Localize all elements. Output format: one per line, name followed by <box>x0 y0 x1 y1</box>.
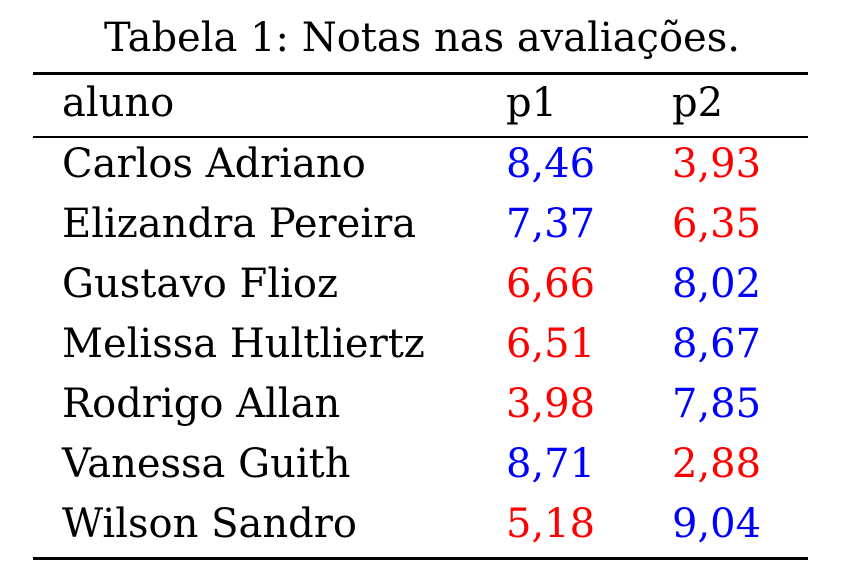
table-row: Vanessa Guith 8,71 2,88 <box>0 434 844 494</box>
grade-p2: 7,85 <box>672 381 762 427</box>
grade-p1: 5,18 <box>506 501 596 547</box>
table-header-row: aluno p1 p2 <box>0 73 844 133</box>
grade-p1: 6,66 <box>506 261 596 307</box>
table-caption: Tabela 1: Notas nas avaliações. <box>104 15 740 61</box>
student-name: Rodrigo Allan <box>62 381 341 427</box>
header-aluno: aluno <box>62 80 175 126</box>
header-p2: p2 <box>672 80 724 126</box>
grade-p2: 8,67 <box>672 321 762 367</box>
table-row: Wilson Sandro 5,18 9,04 <box>0 494 844 554</box>
grade-p1: 3,98 <box>506 381 596 427</box>
student-name: Gustavo Flioz <box>62 261 339 307</box>
grade-p1: 8,71 <box>506 441 596 487</box>
grade-p2: 8,02 <box>672 261 762 307</box>
grade-p1: 6,51 <box>506 321 596 367</box>
grade-p1: 7,37 <box>506 201 596 247</box>
table-header-rule <box>33 136 808 138</box>
student-name: Wilson Sandro <box>62 501 357 547</box>
table-row: Melissa Hultliertz 6,51 8,67 <box>0 314 844 374</box>
grade-p2: 2,88 <box>672 441 762 487</box>
header-p1: p1 <box>506 80 558 126</box>
student-name: Carlos Adriano <box>62 141 366 187</box>
student-name: Melissa Hultliertz <box>62 321 425 367</box>
table-row: Elizandra Pereira 7,37 6,35 <box>0 194 844 254</box>
table-row: Gustavo Flioz 6,66 8,02 <box>0 254 844 314</box>
grade-p2: 6,35 <box>672 201 762 247</box>
grade-p2: 9,04 <box>672 501 762 547</box>
table-top-rule <box>33 72 808 75</box>
grade-p1: 8,46 <box>506 141 596 187</box>
student-name: Elizandra Pereira <box>62 201 417 247</box>
table-row: Rodrigo Allan 3,98 7,85 <box>0 374 844 434</box>
grade-p2: 3,93 <box>672 141 762 187</box>
table-row: Carlos Adriano 8,46 3,93 <box>0 134 844 194</box>
table-bottom-rule <box>33 557 808 560</box>
student-name: Vanessa Guith <box>62 441 351 487</box>
